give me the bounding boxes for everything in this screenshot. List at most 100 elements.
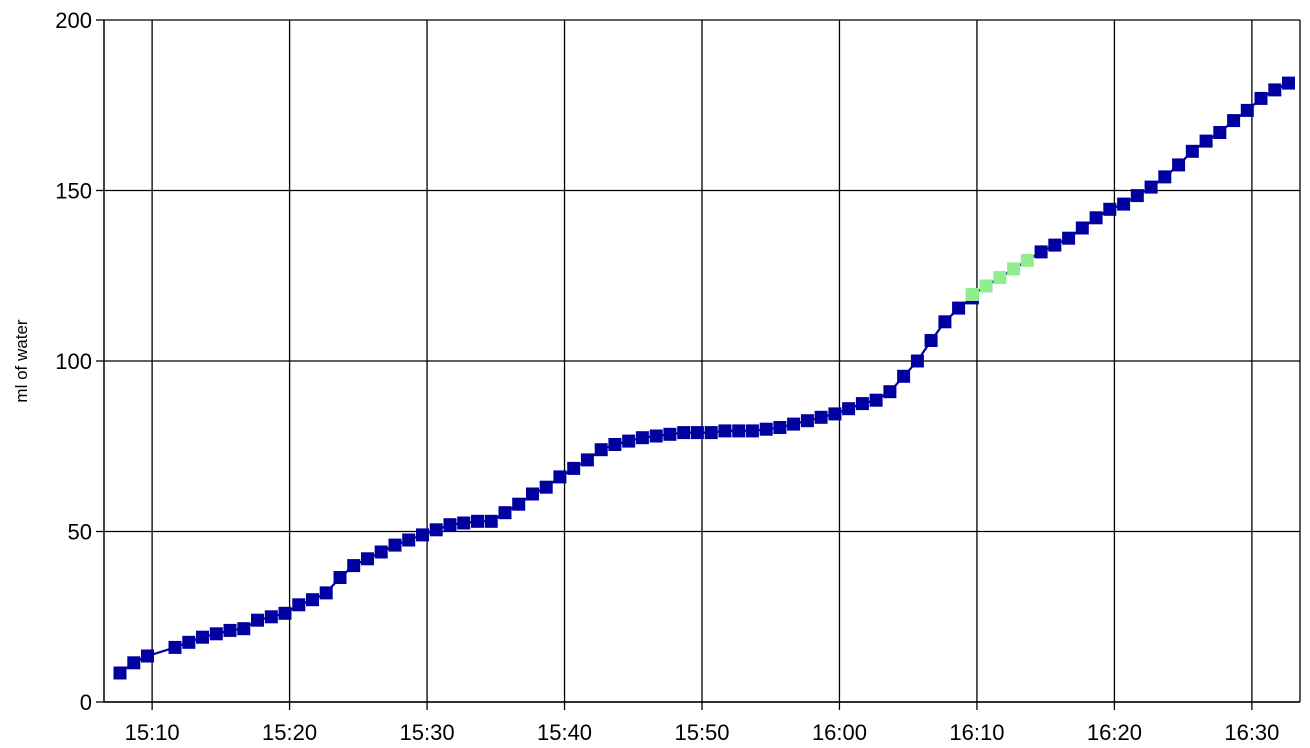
data-point [1227, 114, 1241, 128]
y-tick-label: 100 [55, 349, 92, 374]
data-point [1130, 189, 1144, 203]
data-point [567, 461, 581, 475]
y-axis-tick-labels: 0 50 100 150 200 [55, 8, 92, 715]
data-point [223, 623, 237, 637]
data-point [1144, 180, 1158, 194]
data-point [416, 528, 429, 542]
data-point [429, 523, 443, 537]
data-point [965, 288, 979, 301]
data-point [897, 369, 911, 383]
x-tick-label: 15:50 [674, 720, 729, 745]
data-point [979, 279, 993, 293]
data-point [1048, 238, 1062, 252]
x-tick-label: 16:20 [1087, 720, 1142, 745]
data-point [127, 656, 141, 670]
x-tick-label: 15:40 [537, 720, 592, 745]
data-point [278, 606, 292, 620]
data-series [113, 76, 1295, 680]
data-point [718, 424, 732, 438]
data-point [553, 470, 567, 484]
y-axis-label: ml of water [12, 319, 31, 402]
data-point [883, 385, 897, 399]
data-point [361, 552, 374, 566]
data-point [938, 315, 952, 329]
data-point [374, 545, 388, 559]
data-point [677, 426, 691, 440]
data-point [1254, 91, 1268, 105]
data-point [141, 649, 154, 663]
data-point [402, 533, 416, 547]
data-point [1089, 211, 1103, 225]
y-tick-label: 50 [68, 520, 92, 545]
data-point [787, 417, 801, 431]
y-tick-label: 0 [80, 690, 92, 715]
series-line [119, 82, 1289, 674]
data-point [333, 571, 347, 584]
x-tick-label: 15:20 [262, 720, 317, 745]
data-point [1007, 262, 1021, 276]
data-point [539, 480, 553, 494]
data-point [1034, 245, 1048, 259]
data-point [471, 514, 484, 528]
data-point [1240, 103, 1254, 117]
data-point [306, 593, 319, 607]
data-point [635, 431, 649, 445]
data-point [1199, 134, 1213, 148]
data-point [773, 421, 787, 434]
x-tick-label: 16:30 [1224, 720, 1279, 745]
data-point [952, 301, 966, 315]
data-point [869, 393, 883, 407]
x-tick-label: 16:10 [949, 720, 1004, 745]
data-point [1172, 158, 1186, 172]
data-point [196, 630, 209, 644]
data-point [814, 410, 828, 424]
data-point [1103, 202, 1117, 216]
data-point [388, 538, 402, 552]
data-point [608, 438, 622, 451]
data-point [498, 506, 512, 520]
data-point [580, 453, 594, 467]
data-point [113, 666, 127, 680]
data-point [759, 422, 773, 436]
data-point [251, 613, 264, 627]
data-point [1282, 76, 1295, 90]
data-point [704, 426, 718, 440]
x-tick-label: 15:10 [125, 720, 180, 745]
y-tick-label: 200 [55, 8, 92, 33]
data-point [1185, 144, 1199, 158]
x-tick-label: 15:30 [400, 720, 455, 745]
data-point [842, 402, 856, 416]
data-point [800, 414, 814, 428]
data-point [622, 434, 636, 448]
data-point [649, 429, 663, 443]
data-point [168, 640, 182, 654]
data-point [1117, 197, 1131, 211]
data-point [292, 598, 306, 612]
data-point [855, 397, 869, 411]
data-point [457, 516, 471, 530]
data-point [512, 497, 526, 511]
data-point [1062, 231, 1076, 245]
data-point [1020, 253, 1034, 267]
data-point [1158, 170, 1172, 184]
y-tick-label: 150 [55, 179, 92, 204]
data-point [1075, 221, 1089, 235]
x-tick-label: 16:00 [812, 720, 867, 745]
data-point [924, 334, 938, 347]
data-point [484, 514, 498, 528]
data-point [237, 622, 251, 636]
data-point [690, 426, 704, 440]
data-point [828, 407, 842, 421]
data-point [594, 443, 608, 457]
data-point [264, 610, 278, 624]
x-axis-tick-labels: 15:10 15:20 15:30 15:40 15:50 16:00 16:10 16:20… [125, 720, 1280, 745]
data-point [526, 487, 539, 501]
data-point [347, 559, 361, 573]
data-point [910, 354, 924, 368]
data-point [1268, 83, 1282, 97]
data-point [732, 424, 746, 438]
data-point [993, 271, 1007, 284]
data-point [443, 518, 457, 532]
data-point [663, 427, 677, 441]
